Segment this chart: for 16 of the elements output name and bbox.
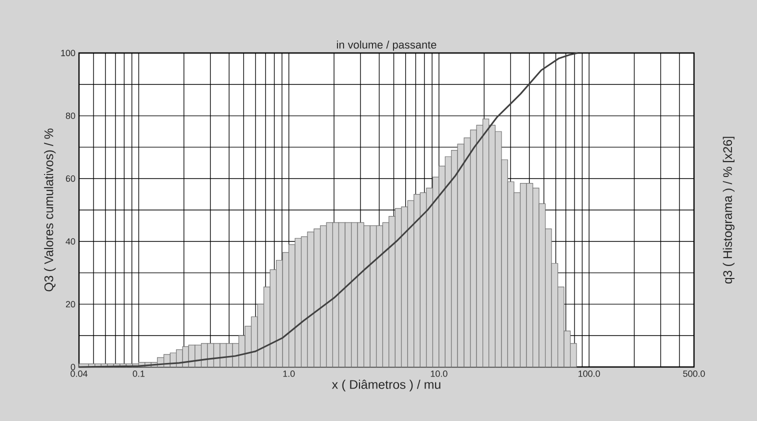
y2-axis-title: q3 ( Histograma ) / % [x26] xyxy=(722,136,734,284)
y-tick-label: 100 xyxy=(61,50,76,56)
x-tick-label: 1.0 xyxy=(283,370,295,377)
chart-title: in volume / passante xyxy=(336,40,436,51)
x-tick-label: 500.0 xyxy=(683,370,705,377)
y-tick-label: 60 xyxy=(66,175,76,182)
x-tick-label: 0.1 xyxy=(132,370,145,377)
y-tick-label: 0 xyxy=(70,364,76,370)
y-tick-label: 40 xyxy=(66,238,76,245)
y-tick-label: 80 xyxy=(66,112,76,119)
x-tick-label: 10.0 xyxy=(430,370,448,377)
y-axis-title: Q3 ( Valores cumulativos) / % xyxy=(44,128,56,292)
x-tick-label: 100.0 xyxy=(578,370,600,377)
x-tick-label: 0.04 xyxy=(70,370,88,377)
y-tick-label: 20 xyxy=(66,301,76,308)
x-axis-title: x ( Diâmetros ) / mu xyxy=(332,380,440,392)
